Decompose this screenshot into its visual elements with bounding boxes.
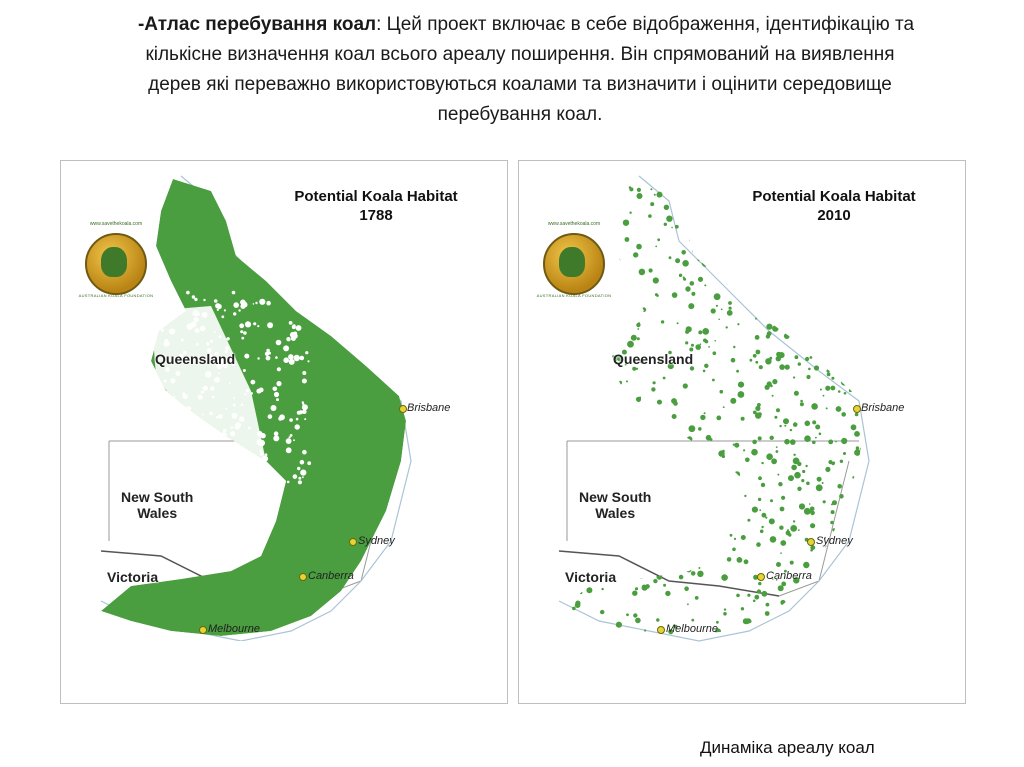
- city-dot-canberra: [757, 573, 765, 581]
- map-panel-1788: www.savethekoala.com AUSTRALIAN KOALA FO…: [60, 160, 508, 704]
- city-dot-brisbane: [399, 405, 407, 413]
- map-panel-2010: www.savethekoala.com AUSTRALIAN KOALA FO…: [518, 160, 966, 704]
- city-dot-melbourne: [657, 626, 665, 634]
- koala-foundation-logo-icon: www.savethekoala.com AUSTRALIAN KOALA FO…: [78, 221, 154, 298]
- intro-line-1: -Атлас перебування коал: Цей проект вклю…: [137, 14, 915, 35]
- city-dot-sydney: [807, 538, 815, 546]
- city-label-brisbane: Brisbane: [861, 402, 905, 414]
- city-dot-sydney: [349, 538, 357, 546]
- map-canvas-2010: [558, 175, 870, 642]
- city-label-sydney: Sydney: [358, 535, 395, 547]
- region-label-queensland: Queensland: [613, 351, 694, 367]
- city-label-brisbane: Brisbane: [407, 402, 451, 414]
- map-caption: Динаміка ареалу коал: [700, 738, 875, 757]
- coast-water: [61, 641, 507, 703]
- intro-text: -Атлас перебування коал: Цей проект вклю…: [40, 10, 1000, 130]
- intro-line-4: перебування коал.: [437, 104, 603, 125]
- city-label-sydney: Sydney: [816, 535, 853, 547]
- map-title-2010: Potential Koala Habitat 2010: [752, 188, 916, 224]
- koala-foundation-logo-icon: www.savethekoala.com AUSTRALIAN KOALA FO…: [536, 221, 612, 298]
- region-label-victoria: Victoria: [107, 569, 159, 585]
- region-label-queensland: Queensland: [155, 351, 236, 367]
- city-label-canberra: Canberra: [308, 570, 354, 582]
- city-label-canberra: Canberra: [766, 570, 812, 582]
- map-canvas-1788: [61, 175, 507, 703]
- region-label-nsw: New South Wales: [579, 489, 652, 521]
- city-label-melbourne: Melbourne: [666, 623, 718, 635]
- intro-line-2: кількісне визначення коал всього ареалу …: [145, 44, 895, 65]
- city-label-melbourne: Melbourne: [208, 623, 260, 635]
- intro-bold: -Атлас перебування коал: [137, 14, 377, 35]
- city-dot-brisbane: [853, 405, 861, 413]
- intro-line-3: дерев які переважно використовуються коа…: [148, 74, 892, 95]
- city-dot-melbourne: [199, 626, 207, 634]
- region-label-nsw: New South Wales: [121, 489, 194, 521]
- region-label-victoria: Victoria: [565, 569, 617, 585]
- city-dot-canberra: [299, 573, 307, 581]
- map-title-1788: Potential Koala Habitat 1788: [294, 188, 458, 224]
